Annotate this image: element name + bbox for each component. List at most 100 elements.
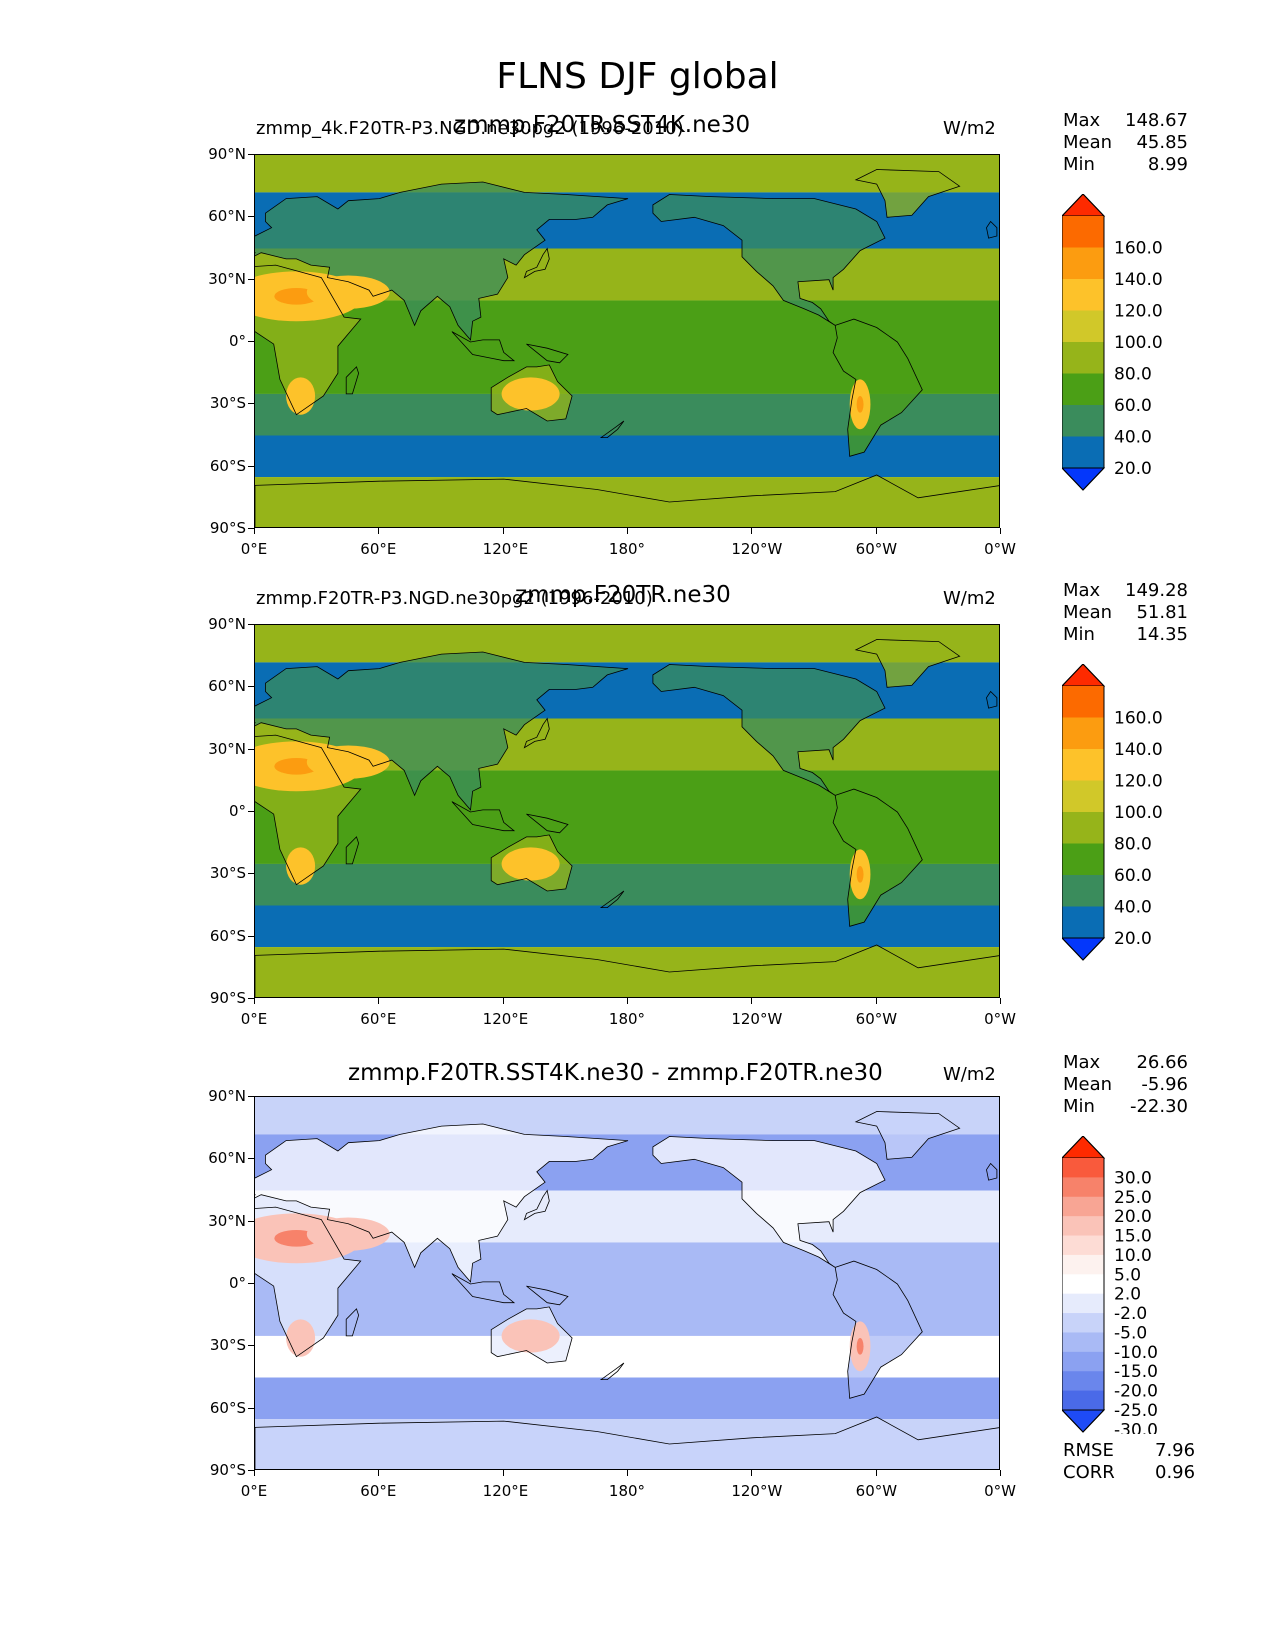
desert-field [306,1217,390,1251]
lon-tick-mark [751,528,753,534]
lat-tick-mark [248,811,254,812]
lat-tick-label: 60°N [208,1149,246,1168]
colorbar-swatch [1062,1371,1104,1392]
lat-tick-mark [248,1158,254,1160]
stat-label-min: Min [1063,624,1095,645]
stat-label-corr: CORR [1063,1462,1115,1483]
coastline-eurasia [255,181,629,341]
colorbar-swatch [1062,875,1104,907]
lon-tick-label: 120°E [482,1482,529,1500]
colorbar-swatch [1062,216,1104,248]
panel-test: zmmp_4k.F20TR-P3.NGD.ne30pg2 (1996-2010)… [0,110,1275,570]
lon-tick-label: 60°E [360,1010,397,1028]
desert-field [501,1319,560,1353]
lat-tick-label: 90°S [209,519,246,537]
lat-tick-label: 30°N [208,739,246,758]
lon-tick-mark [627,998,628,1004]
coastline-australia [490,834,573,892]
colorbar-swatch [1062,342,1104,374]
map-area [254,154,1000,528]
units-label: W/m2 [943,1064,996,1085]
colorbar-swatch [1062,373,1104,406]
map-area [254,1096,1000,1470]
lon-tick-label: 120°E [482,540,529,558]
colorbar-swatch [1062,405,1104,437]
desert-field [286,377,316,415]
coastline-antarctica [255,474,999,527]
field-plot [255,1097,999,1469]
colorbar-label: -20.0 [1114,1382,1158,1402]
coastline-uk [986,220,998,239]
coastline-s_america [832,1260,923,1399]
land-field-eurasia [255,182,628,340]
colorbar-label: 140.0 [1114,740,1163,760]
stat-label-min: Min [1063,1096,1095,1117]
colorbar-label: 0.0 [1114,961,1141,963]
colorbar-label: 5.0 [1114,1265,1141,1285]
colorbar-label: 15.0 [1114,1227,1152,1247]
stat-label-mean: Mean [1063,132,1113,153]
lat-tick-label: 60°S [209,456,246,475]
colorbar-label: 120.0 [1114,302,1163,322]
lat-tick-label: 60°S [209,926,246,945]
desert-field [286,847,316,885]
lon-tick-mark [378,528,380,534]
lat-tick-label: 30°N [208,1211,246,1230]
panel-difference: zmmp.F20TR.SST4K.ne30 - zmmp.F20TR.ne30 … [0,1052,1275,1512]
lon-tick-mark [1000,998,1001,1004]
coastline-madagascar [345,836,360,865]
colorbar-label: -30.0 [1114,1420,1158,1434]
field-plot [255,155,999,527]
units-label: W/m2 [943,588,996,609]
lon-tick-mark [1000,1470,1001,1476]
colorbar-extend-max [1060,663,1106,687]
stat-value-rmse: 7.96 [1155,1440,1196,1461]
colorbar-label: 80.0 [1114,835,1152,855]
stat-value-max: 148.67 [1125,110,1188,131]
lon-tick-mark [875,998,877,1004]
coastline-japan [523,1189,550,1221]
colorbar-label: -2.0 [1114,1304,1147,1324]
stat-value-mean: 51.81 [1136,602,1188,623]
desert-field [306,745,390,779]
colorbar-label: 160.0 [1114,239,1163,259]
lon-tick-label: 180° [608,1482,646,1500]
coastline-indonesia [451,1273,516,1304]
stat-value-max: 149.28 [1125,580,1188,601]
colorbar-label: 25.0 [1114,1188,1152,1208]
colorbar-swatch [1062,1274,1104,1295]
colorbar-swatch [1062,1235,1104,1256]
colorbar-label: 140.0 [1114,270,1163,290]
colorbar-graphic: 30.025.020.015.010.05.02.0-2.0-5.0-10.0-… [1060,1135,1158,1440]
colorbar-swatch [1062,1293,1104,1314]
colorbar-swatch [1062,1332,1104,1353]
colorbar-swatch [1062,1254,1104,1275]
colorbar-label: 40.0 [1114,898,1152,918]
lat-tick-label: 30°S [209,864,246,883]
lat-tick-mark [248,1407,254,1409]
coastline-s_america [832,788,923,927]
coastline-indonesia [451,331,516,362]
colorbar-label: 20.0 [1114,459,1152,479]
lon-tick-label: 120°W [731,1482,783,1500]
colorbar-label: 20.0 [1114,929,1152,949]
panel-center-title: zmmp.F20TR.SST4K.ne30 [454,112,751,138]
colorbar-outline [1061,1135,1105,1433]
colorbar-extend-min [1060,1409,1106,1433]
desert-field [286,1319,316,1357]
land-field-antarctica [255,475,999,527]
lon-tick-label: 60°W [855,540,898,558]
colorbar-swatch [1062,247,1104,280]
colorbar-extend-min [1060,937,1106,961]
map-area [254,624,1000,998]
lat-tick-label: 90°N [208,1087,246,1105]
colorbar-label: 20.0 [1114,1207,1152,1227]
coastline-australia [490,1306,573,1364]
colorbar: 30.0 25.0 20.0 15.0 10.0 5.0 2.0 -2.0 -5.0 -10.0-… [1060,1135,1192,1440]
panel-control: zmmp.F20TR-P3.NGD.ne30pg2 (1996-2010) zm… [0,580,1275,1040]
lat-tick-mark [248,154,254,155]
lon-tick-mark [1000,528,1001,534]
coastline-png [526,343,569,364]
lat-tick-label: 30°S [209,394,246,413]
lon-tick-label: 60°E [360,1482,397,1500]
